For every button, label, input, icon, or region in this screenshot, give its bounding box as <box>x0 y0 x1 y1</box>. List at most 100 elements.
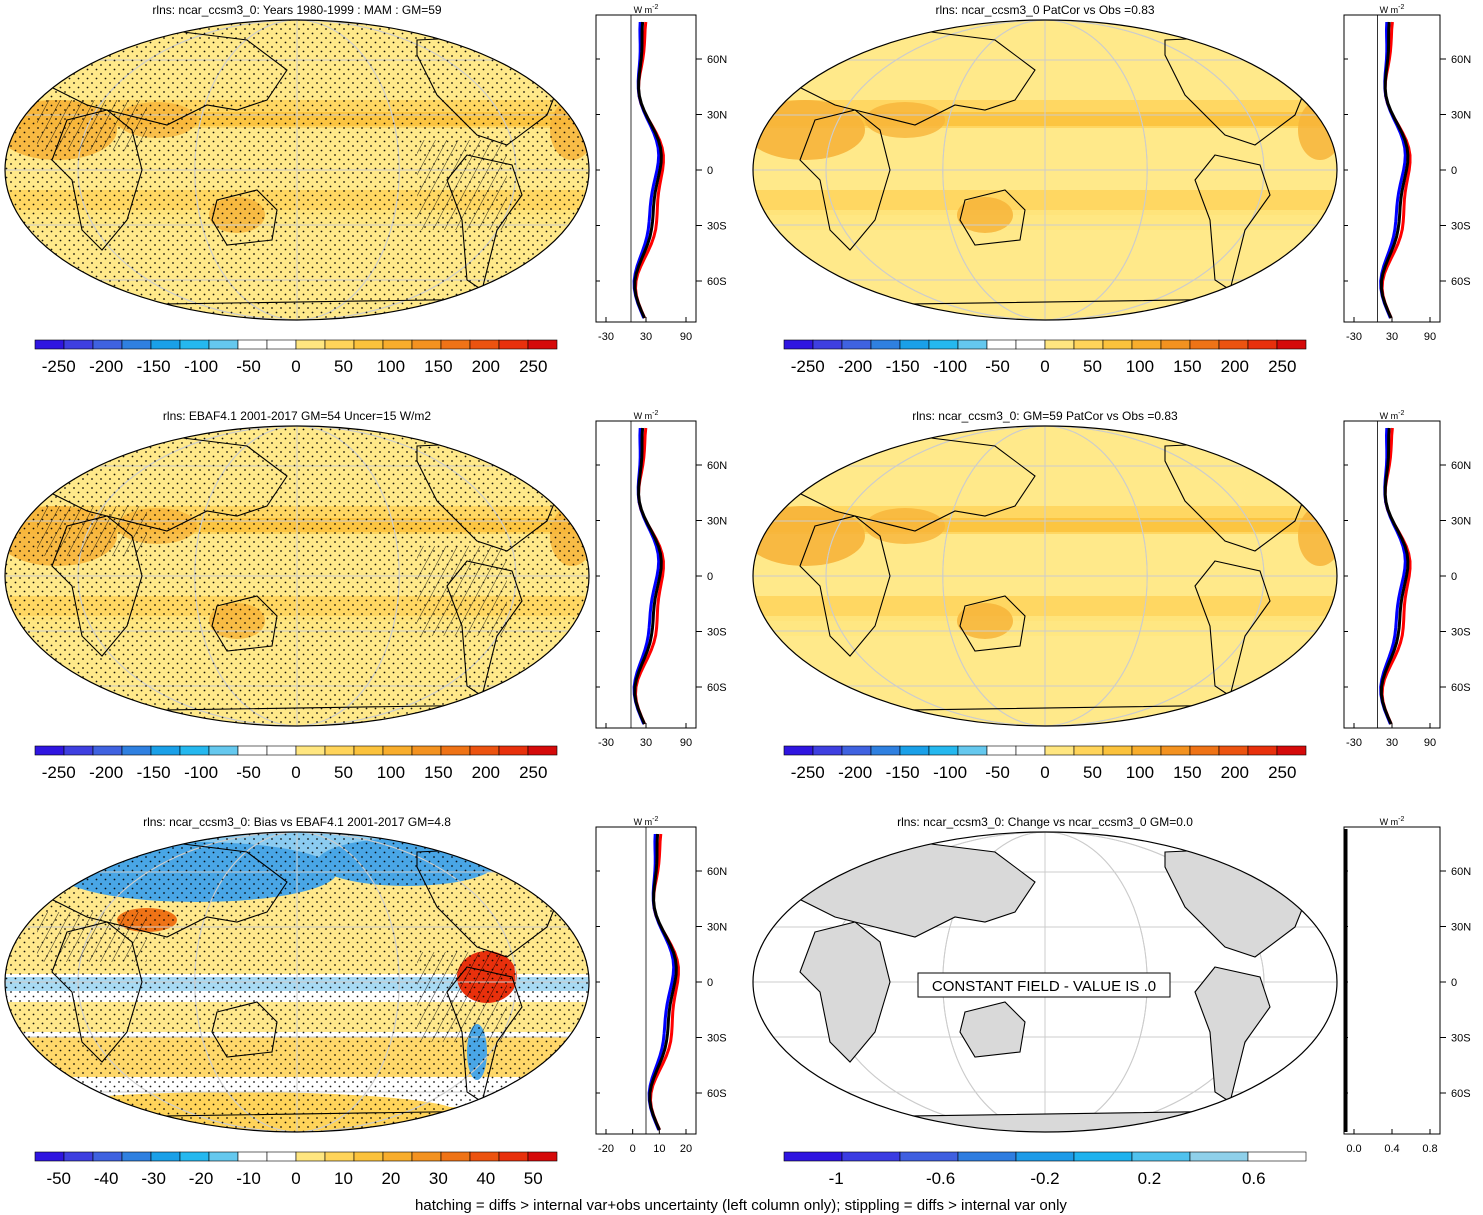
colorbar-label: 250 <box>519 763 547 782</box>
colorbar-swatch <box>527 745 558 756</box>
zonal-x-label: 90 <box>680 737 692 749</box>
colorbar-label: -150 <box>886 357 920 376</box>
map-hatching <box>417 140 507 230</box>
colorbar-swatch <box>498 745 529 756</box>
map-panel-4 <box>752 425 1338 727</box>
colorbar-swatch <box>295 1151 326 1162</box>
colorbar-swatch <box>1073 1151 1133 1162</box>
map-hatching <box>37 912 147 962</box>
zonal-lat-label: 30N <box>707 922 727 934</box>
colorbar-label: -0.6 <box>926 1169 955 1188</box>
colorbar-swatch <box>121 745 152 756</box>
zonal-line-mean <box>1379 427 1410 725</box>
zonal-lat-label: 60S <box>707 276 727 288</box>
colorbar-swatch <box>783 1151 843 1162</box>
map-panel-1 <box>4 19 590 321</box>
colorbar-4: -250 -200 -150 -100 -50 0 50 100 150 200 250 <box>783 745 1307 782</box>
colorbar-swatch <box>353 745 384 756</box>
colorbar-label: 100 <box>1126 357 1154 376</box>
zonal-x-label: 0.0 <box>1346 1143 1361 1155</box>
zonal-x-label: 90 <box>1424 737 1436 749</box>
map-blob <box>957 603 1013 639</box>
colorbar-label: -0.2 <box>1030 1169 1059 1188</box>
colorbar-swatch <box>353 1151 384 1162</box>
zonal-line-mean <box>648 833 678 1131</box>
zonal-lat-label: 60N <box>707 866 727 878</box>
colorbar-swatch <box>208 339 239 350</box>
zonal-lat-label: 30N <box>1451 516 1471 528</box>
colorbar-swatch <box>469 339 500 350</box>
map-coastline <box>799 515 891 657</box>
zonal-lat-label: 60S <box>1451 682 1471 694</box>
colorbar-swatch <box>812 339 843 350</box>
colorbar-label: -40 <box>94 1169 119 1188</box>
colorbar-swatch <box>63 339 94 350</box>
colorbar-label: -100 <box>184 763 218 782</box>
zonal-units: W m-2 <box>634 4 659 15</box>
colorbar-label: -200 <box>89 357 123 376</box>
colorbar-label: -250 <box>42 357 76 376</box>
colorbar-swatch <box>841 745 872 756</box>
colorbar-label: 50 <box>1083 357 1102 376</box>
colorbar-label: 150 <box>1173 357 1201 376</box>
map-hatching <box>417 546 507 636</box>
colorbar-swatch <box>150 339 181 350</box>
colorbar-3: -250 -200 -150 -100 -50 0 50 100 150 200 250 <box>34 745 558 782</box>
colorbar-swatch <box>870 745 901 756</box>
zonal-lat-label: 60N <box>1451 460 1471 472</box>
colorbar-swatch <box>382 745 413 756</box>
colorbar-swatch <box>324 745 355 756</box>
colorbar-swatch <box>179 339 210 350</box>
colorbar-label: -150 <box>137 357 171 376</box>
zonal-lat-label: 60S <box>707 1088 727 1100</box>
zonal-x-label: 0.8 <box>1422 1143 1437 1155</box>
zonal-plot-6: W m-2 60N 30N 0 30S 60S 0.0 0.4 0.8 <box>1343 816 1471 1155</box>
zonal-x-label: 20 <box>680 1143 692 1155</box>
colorbar-label: -100 <box>933 357 967 376</box>
colorbar-swatch <box>150 1151 181 1162</box>
zonal-x-label: 90 <box>1424 331 1436 343</box>
zonal-lat-label: 0 <box>1451 165 1457 177</box>
zonal-line-mean <box>1379 21 1410 319</box>
map-gridline <box>942 20 1148 320</box>
colorbar-swatch <box>1131 339 1162 350</box>
colorbar-label: -250 <box>791 357 825 376</box>
colorbar-label: -150 <box>886 763 920 782</box>
map-hatching <box>417 952 507 1042</box>
map-blob <box>957 197 1013 233</box>
colorbar-swatch <box>1131 1151 1191 1162</box>
map-border <box>4 425 590 727</box>
colorbar-swatch <box>527 1151 558 1162</box>
colorbar-swatch <box>1189 339 1220 350</box>
colorbar-swatch <box>295 339 326 350</box>
colorbar-label: -250 <box>42 763 76 782</box>
colorbar-swatch <box>1189 745 1220 756</box>
colorbar-label: 100 <box>1126 763 1154 782</box>
zonal-lat-label: 30N <box>1451 922 1471 934</box>
colorbar-swatch <box>1073 745 1104 756</box>
colorbar-swatch <box>1102 339 1133 350</box>
colorbar-swatch <box>382 339 413 350</box>
colorbar-swatch <box>1044 745 1075 756</box>
colorbar-label: 0 <box>291 1169 300 1188</box>
map-border <box>752 19 1338 321</box>
map-hatching <box>37 100 147 150</box>
colorbar-label: 150 <box>424 763 452 782</box>
colorbar-swatch <box>63 745 94 756</box>
colorbar-swatch <box>986 339 1017 350</box>
colorbar-swatch <box>986 745 1017 756</box>
colorbar-swatch <box>324 339 355 350</box>
colorbar-label: -100 <box>933 763 967 782</box>
colorbar-label: -30 <box>141 1169 166 1188</box>
zonal-plot-4: W m-2 60N 30N 0 30S 60S -30 30 90 <box>1343 410 1471 749</box>
colorbar-swatch <box>1247 1151 1307 1162</box>
map-field <box>753 20 1337 320</box>
colorbar-swatch <box>870 339 901 350</box>
zonal-lat-label: 0 <box>1451 977 1457 989</box>
zonal-x-label: 0.4 <box>1384 1143 1399 1155</box>
colorbar-swatch <box>34 1151 65 1162</box>
zonal-lat-label: 60N <box>707 54 727 66</box>
zonal-lat-label: 60S <box>1451 276 1471 288</box>
colorbar-swatch <box>208 745 239 756</box>
map-field <box>5 426 589 726</box>
